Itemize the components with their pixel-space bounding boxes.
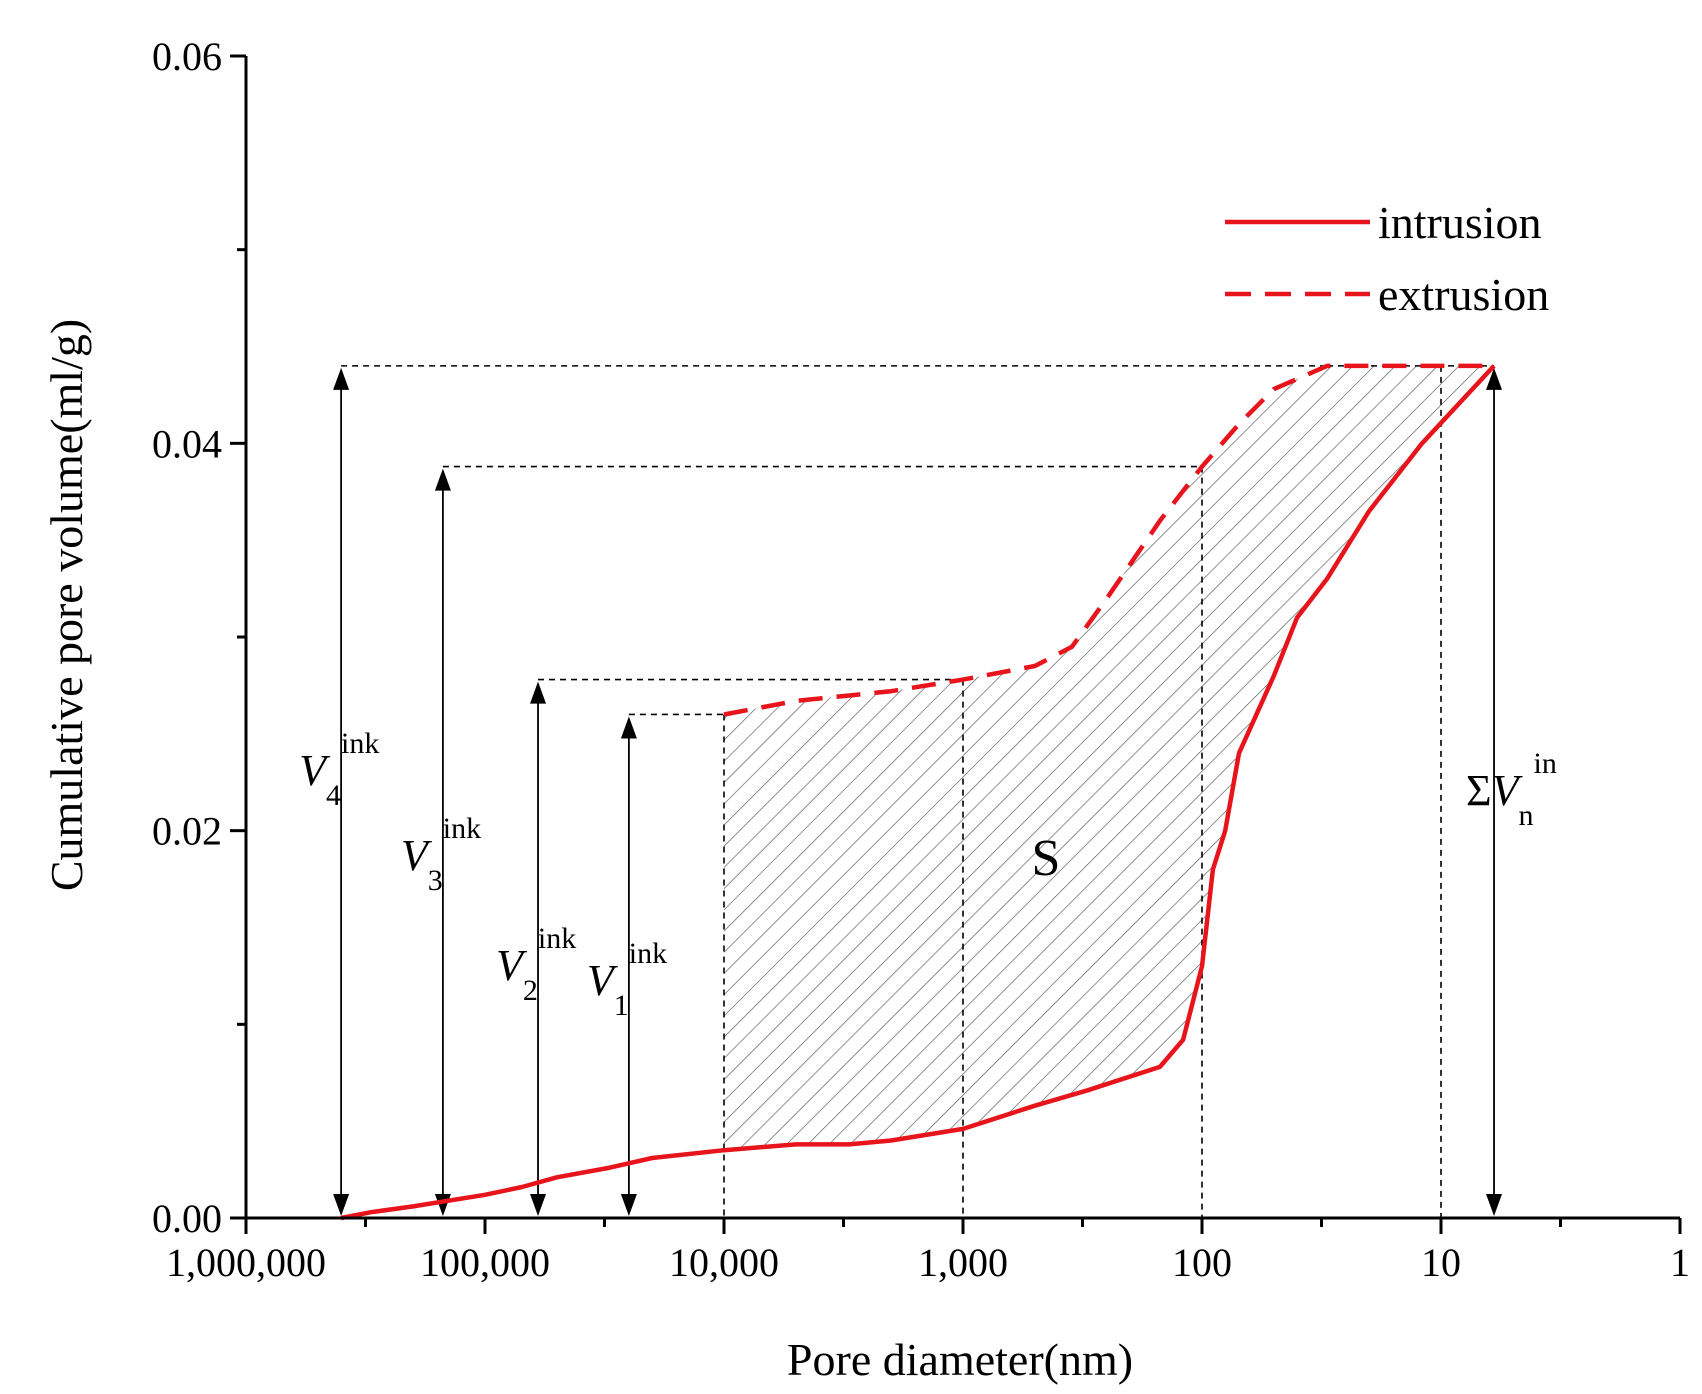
annotation-superscript: ink (629, 937, 667, 970)
x-tick-label: 1 (1670, 1240, 1690, 1285)
y-tick-label: 0.06 (152, 34, 222, 79)
y-axis-title: Cumulative pore volume(ml/g) (41, 319, 92, 891)
axes-layer (230, 54, 1682, 1234)
annotation-subscript: n (1519, 799, 1534, 832)
y-tick-label: 0.02 (152, 809, 222, 854)
legend: intrusion extrusion (1225, 197, 1549, 320)
arrow-head (1486, 1194, 1503, 1216)
annotation-label: V3ink (401, 812, 481, 897)
annotation-superscript: ink (443, 812, 481, 845)
arrow-head (434, 468, 451, 491)
x-tick-label: 1,000 (918, 1240, 1008, 1285)
shaded-region-s (724, 365, 1494, 1151)
region-label-s: S (1032, 830, 1061, 887)
series-layer (340, 363, 1496, 1221)
arrow-head (333, 1194, 350, 1216)
annotation-arrows-layer (333, 367, 1503, 1216)
annotation-subscript: 4 (326, 779, 341, 812)
annotation-superscript: in (1534, 747, 1557, 780)
annotation-subscript: 3 (428, 864, 443, 897)
shaded-region-layer (724, 365, 1494, 1151)
intrusion-line (340, 364, 1496, 1221)
annotation-main: V (1492, 766, 1524, 815)
arrow-head (333, 367, 350, 390)
x-tick-label: 1,000,000 (166, 1240, 326, 1285)
labels-layer: 0.00 0.02 0.04 0.06 1,000,000 100,000 10,000 1,… (152, 34, 1690, 1285)
annotation-label: V1ink (587, 937, 667, 1022)
legend-intrusion-label: intrusion (1378, 197, 1542, 248)
extrusion-line (723, 363, 1494, 717)
annotation-label: V4ink (299, 727, 379, 812)
annotation-subscript: 2 (523, 974, 538, 1007)
x-tick-label: 100 (1172, 1240, 1232, 1285)
annotation-label: V2ink (496, 922, 576, 1007)
annotation-subscript: 1 (614, 989, 629, 1022)
annotation-main: V (587, 956, 619, 1005)
x-tick-label: 10,000 (669, 1240, 779, 1285)
x-tick-label: 10 (1421, 1240, 1461, 1285)
y-tick-label: 0.04 (152, 421, 222, 466)
annotation-main: V (496, 941, 528, 990)
annotation-main: V (299, 746, 331, 795)
x-axis-title: Pore diameter(nm) (787, 1334, 1133, 1385)
arrow-head (620, 716, 637, 739)
arrow-head (434, 1194, 451, 1216)
annotation-label: ΣVnin (1466, 747, 1557, 832)
arrow-head (530, 681, 547, 704)
annotation-superscript: ink (341, 727, 379, 760)
arrow-head (1486, 367, 1503, 390)
x-tick-label: 100,000 (420, 1240, 550, 1285)
y-tick-label: 0.00 (152, 1196, 222, 1241)
arrow-head (530, 1194, 547, 1216)
arrow-head (620, 1194, 637, 1216)
annotation-superscript: ink (538, 922, 576, 955)
annotation-main: V (401, 831, 433, 880)
legend-extrusion-label: extrusion (1378, 269, 1549, 320)
annotation-sigma: Σ (1466, 766, 1492, 815)
